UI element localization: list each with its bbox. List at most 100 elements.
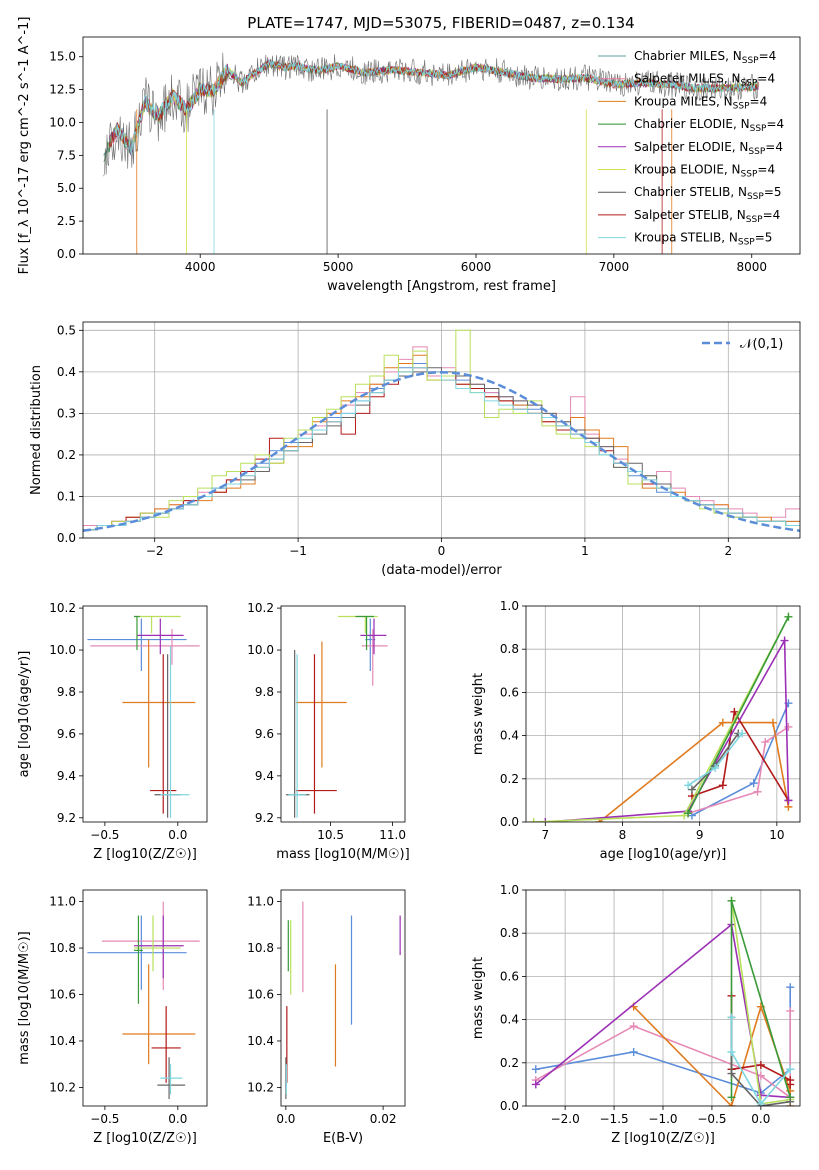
y-tick-label: 0.0	[57, 531, 76, 545]
mass-weight-line	[687, 726, 789, 815]
x-tick-label: −0.5	[90, 1112, 119, 1126]
y-tick-label: 0.0	[500, 1099, 519, 1113]
y-tick-label: 9.2	[255, 811, 274, 825]
y-tick-label: 2.5	[57, 214, 76, 228]
axes-frame	[82, 36, 801, 255]
x-tick-label: −2	[146, 544, 164, 558]
mass-weight-line	[598, 721, 790, 822]
plot-area	[285, 615, 388, 818]
spectrum-line	[103, 52, 759, 177]
y-axis-label: mass weight	[471, 673, 486, 755]
y-axis-label: age [log10(age/yr)]	[17, 651, 32, 778]
panel-spectrum: 4000 5000 6000 7000 8000 0.0 2.5 5.0 7.5 10.0 12.5…	[17, 17, 801, 294]
x-axis-label: Z [log10(Z/Z☉)]	[93, 847, 197, 862]
x-tick-label: 6000	[461, 260, 492, 274]
x-axis-label: wavelength [Angstrom, rest frame]	[327, 279, 556, 294]
mass-weight-marker	[531, 1080, 540, 1089]
y-tick-label: 11.0	[247, 895, 274, 909]
mass-weight-marker	[711, 764, 720, 772]
mass-weight-marker	[730, 707, 739, 716]
mass-weight-marker	[529, 818, 538, 822]
legend-entry: Chabrier ELODIE, NSSP=4	[634, 117, 784, 134]
y-tick-label: 0.6	[500, 969, 519, 983]
x-tick-label: 5000	[323, 260, 354, 274]
plot-area	[285, 901, 401, 1100]
axes-frame	[82, 605, 208, 823]
mass-weight-marker	[756, 1091, 765, 1100]
mass-weight-marker	[753, 787, 762, 796]
y-tick-label: 10.0	[247, 643, 274, 657]
y-axis-label: mass weight	[471, 957, 486, 1039]
x-axis-label: E(B-V)	[323, 1131, 363, 1146]
y-tick-label: 9.6	[57, 727, 76, 741]
y-tick-label: 1.0	[500, 883, 519, 897]
y-axis-label: Flux [f_λ 10^-17 erg cm^-2 s^-1 A^-1]	[17, 17, 32, 275]
mass-weight-marker	[727, 896, 736, 905]
legend-entry: Kroupa STELIB, NSSP=5	[634, 231, 772, 248]
panel-massweight-vs-age: 7 8 9 10 0.0 0.2 0.4 0.6 0.8 1.0 age [log10(age/yr…	[471, 599, 801, 862]
y-tick-label: 0.2	[57, 448, 76, 462]
y-tick-label: 15.0	[49, 50, 76, 64]
plot-area	[83, 322, 800, 538]
panel-massweight-vs-Z: −2.0 −1.5 −1.0 −0.5 0.0 0.0 0.2 0.4 0.6 0.8 1.0 Z […	[471, 883, 801, 1146]
spectrum-line	[114, 59, 759, 155]
legend-entry: 𝒩(0,1)	[740, 337, 783, 352]
y-axis-label: mass [log10(M/M☉)]	[17, 931, 32, 1064]
mass-weight-marker	[749, 779, 758, 788]
y-tick-label: 10.8	[49, 941, 76, 955]
axes-frame	[82, 321, 801, 539]
mass-weight-marker	[531, 1065, 540, 1074]
y-tick-label: 0.2	[500, 772, 519, 786]
y-tick-label: 0.1	[57, 489, 76, 503]
mass-weight-marker	[786, 983, 795, 992]
y-tick-label: 12.5	[49, 83, 76, 97]
x-tick-label: −1.0	[648, 1112, 677, 1126]
axes-frame	[280, 605, 406, 823]
legend-entry: Salpeter ELODIE, NSSP=4	[634, 140, 783, 157]
y-tick-label: 10.6	[49, 988, 76, 1002]
y-tick-label: 5.0	[57, 181, 76, 195]
y-tick-label: 10.2	[49, 1080, 76, 1094]
x-axis-label: age [log10(age/yr)]	[600, 847, 727, 862]
x-tick-label: 7	[541, 828, 549, 842]
y-tick-label: 11.0	[49, 895, 76, 909]
mass-weight-line	[687, 616, 790, 814]
mass-weight-line	[535, 923, 791, 1099]
normal-curve	[83, 371, 800, 532]
mass-weight-line	[545, 637, 790, 822]
legend: Chabrier MILES, NSSP=4 Salpeter MILES, NS…	[598, 49, 784, 248]
y-tick-label: 7.5	[57, 148, 76, 162]
mass-weight-marker	[629, 1048, 638, 1056]
x-axis-label: mass [log10(M/M☉)]	[276, 847, 409, 862]
x-axis-label: Z [log10(Z/Z☉)]	[611, 1131, 715, 1146]
plot-area	[87, 615, 200, 818]
mass-weight-marker	[541, 818, 550, 822]
mass-weight-marker	[768, 718, 777, 727]
mass-weight-marker	[784, 722, 793, 731]
x-tick-label: 7000	[599, 260, 630, 274]
y-tick-label: 0.6	[500, 685, 519, 699]
y-tick-label: 10.0	[49, 643, 76, 657]
y-tick-label: 1.0	[500, 599, 519, 613]
x-tick-label: 0.02	[370, 1112, 397, 1126]
y-tick-label: 10.4	[247, 1034, 274, 1048]
x-tick-label: 10.5	[317, 828, 344, 842]
axes-frame	[525, 605, 801, 823]
legend-entry: Chabrier MILES, NSSP=4	[634, 49, 776, 66]
mass-weight-marker	[718, 718, 727, 727]
y-tick-label: 9.8	[255, 685, 274, 699]
mass-weight-marker	[727, 1093, 736, 1102]
legend-entry: Kroupa ELODIE, NSSP=4	[634, 163, 775, 180]
x-tick-label: 10	[769, 828, 784, 842]
x-tick-label: 0.0	[168, 828, 187, 842]
y-tick-label: 0.8	[500, 926, 519, 940]
y-tick-label: 10.0	[49, 115, 76, 129]
x-tick-label: 0	[438, 544, 446, 558]
y-tick-label: 10.2	[247, 601, 274, 615]
plot-area	[526, 606, 800, 822]
figure-title: PLATE=1747, MJD=53075, FIBERID=0487, z=0…	[247, 14, 634, 32]
plot-area	[526, 890, 800, 1106]
mass-weight-marker	[756, 1099, 765, 1106]
mass-weight-marker	[684, 809, 693, 818]
y-tick-label: 0.4	[500, 729, 519, 743]
